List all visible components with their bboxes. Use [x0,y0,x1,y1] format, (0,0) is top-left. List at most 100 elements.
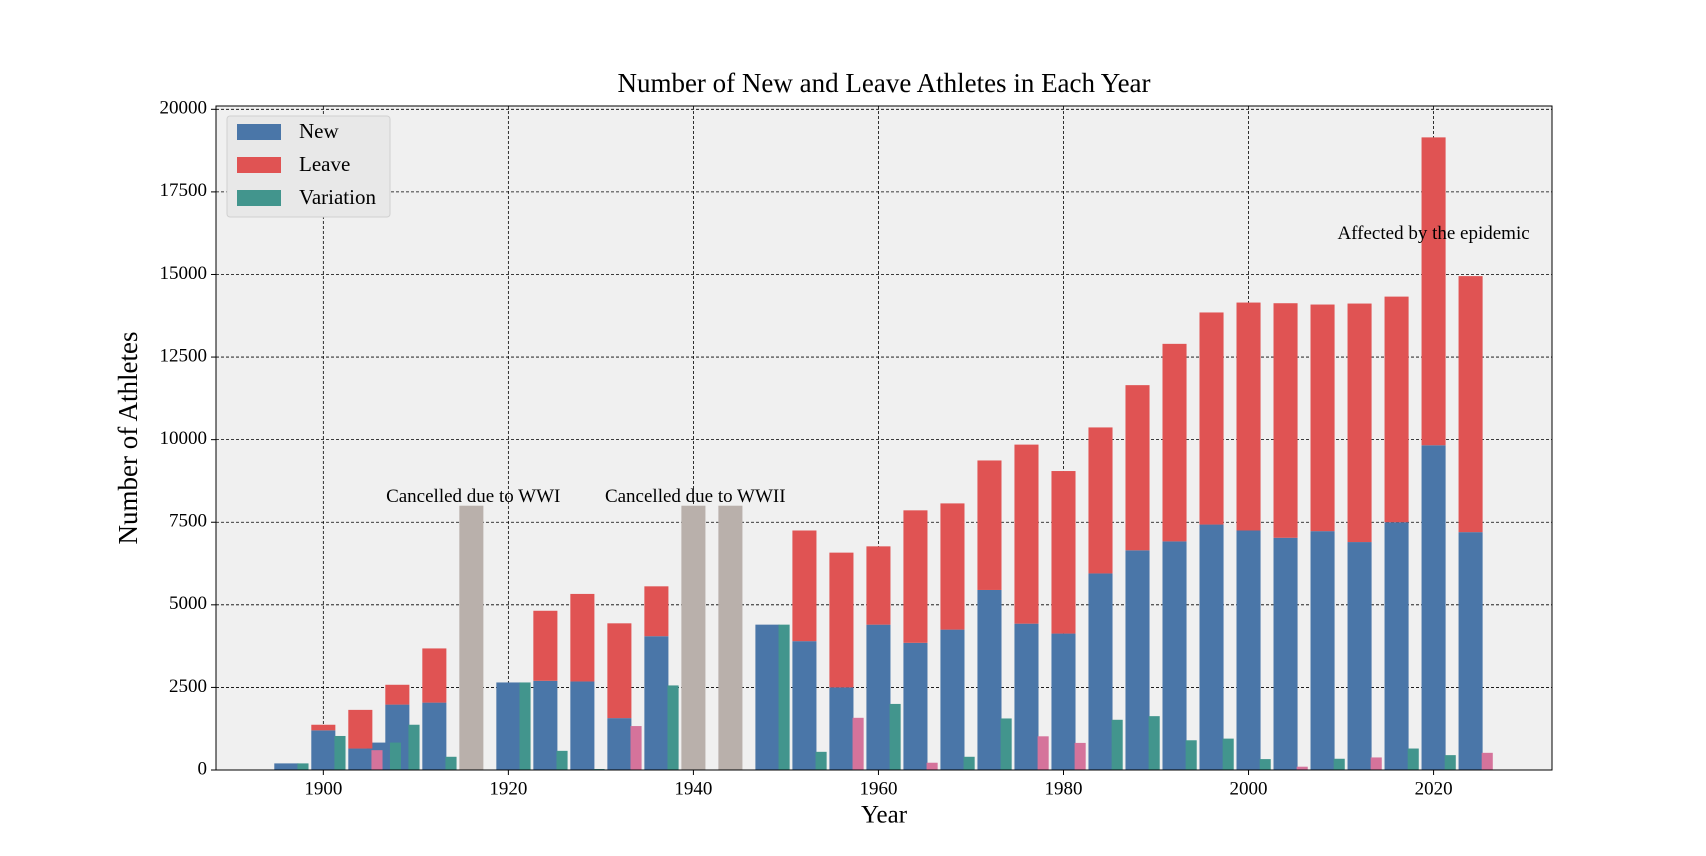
bar [829,687,854,770]
variation-bar [408,724,420,770]
bar [940,629,965,770]
annotation: Affected by the epidemic [1337,223,1529,244]
bar [1125,385,1150,551]
annotation: Cancelled due to WWII [605,486,786,507]
bar [1051,633,1076,770]
y-tick-label: 20000 [160,98,208,119]
legend-label: Variation [299,185,376,209]
x-tick-label: 1900 [304,778,342,799]
bar [1384,296,1409,523]
bar [1014,623,1039,770]
x-axis-label: Year [861,802,908,829]
variation-bar [889,703,901,770]
bar [1458,532,1483,770]
x-tick-label: 1960 [859,778,897,799]
bar [1014,444,1039,624]
bar [496,682,521,770]
y-tick-label: 5000 [169,593,207,614]
bar [866,624,891,770]
variation-bar [1259,759,1271,770]
bar [1347,303,1372,543]
bar [1273,537,1298,770]
bar [570,681,595,770]
variation-bar [963,756,975,770]
bar [1458,276,1483,533]
bar [1125,550,1150,770]
variation-bar [1370,757,1382,770]
variation-bar [852,717,864,770]
bar [422,702,447,770]
bar [533,610,558,681]
bar [570,593,595,682]
bar [977,460,1002,590]
y-tick-label: 10000 [160,428,208,449]
chart-title: Number of New and Leave Athletes in Each… [617,68,1150,98]
bar [792,530,817,642]
bar [607,623,632,719]
variation-bar [1444,755,1456,770]
variation-bar [1111,719,1123,770]
variation-bar [334,735,346,770]
bar [940,503,965,630]
bar [829,552,854,688]
variation-bar [1222,738,1234,770]
x-tick-label: 2020 [1415,778,1453,799]
bar [644,586,669,637]
bar [644,636,669,770]
bar [903,510,928,643]
variation-bar [1074,742,1086,770]
bar [385,684,410,705]
bar [1347,542,1372,770]
bar [1273,303,1298,538]
bar [1310,531,1335,770]
variation-bar [778,624,790,770]
bar [1088,427,1113,574]
y-tick-label: 7500 [169,511,207,532]
cancelled-bar [681,505,706,770]
variation-bar [1407,748,1419,770]
y-tick-label: 0 [198,758,208,779]
legend-swatch [237,124,281,140]
variation-bar [445,756,457,770]
variation-bar [389,742,402,770]
bar [607,718,632,770]
bar [1421,137,1446,446]
variation-bar [1037,736,1049,770]
bar [866,546,891,625]
bar [422,648,447,703]
bar [977,589,1002,770]
bar [311,730,336,770]
y-tick-label: 12500 [160,345,208,366]
bar [1162,541,1187,770]
legend-label: New [299,119,339,143]
cancelled-bar [718,505,743,770]
variation-bar [556,750,568,770]
bar [792,641,817,770]
variation-bar [1481,752,1493,770]
legend-swatch [237,190,281,206]
variation-bar [926,762,938,770]
bar [1199,312,1224,525]
cancelled-bar [459,505,484,770]
y-tick-label: 17500 [160,180,208,201]
variation-bar [1333,758,1345,770]
variation-bar [667,685,679,770]
bar [1199,524,1224,770]
variation-bar [371,750,383,770]
bar [348,709,373,749]
y-tick-label: 15000 [160,263,208,284]
bar [903,642,928,770]
annotation: Cancelled due to WWI [386,486,560,507]
variation-bar [1185,740,1197,770]
variation-bar [630,726,642,770]
bar [1088,573,1113,770]
x-tick-label: 1980 [1044,778,1082,799]
bar [1384,522,1409,770]
legend-swatch [237,157,281,173]
bar [311,724,336,731]
bar [1421,445,1446,770]
variation-bar [1296,766,1308,770]
variation-bar [1000,718,1012,770]
plot-frame [215,105,1553,771]
